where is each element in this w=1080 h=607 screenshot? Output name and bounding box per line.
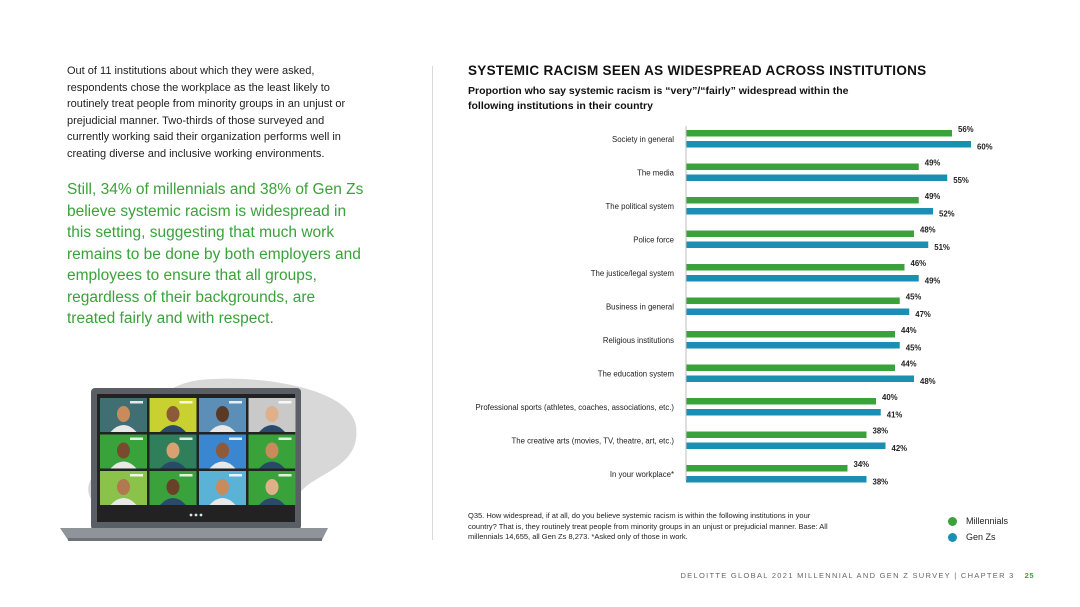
legend-label-millennials: Millennials bbox=[966, 516, 1009, 526]
bar-gen-zs bbox=[686, 308, 910, 315]
data-label: 44% bbox=[901, 360, 917, 369]
laptop-base bbox=[60, 528, 328, 540]
chart-footnote: Q35. How widespread, if at all, do you b… bbox=[468, 511, 828, 541]
data-label: 51% bbox=[934, 243, 950, 252]
video-tile bbox=[199, 471, 246, 505]
video-tile bbox=[149, 434, 197, 469]
bar-millennials bbox=[686, 465, 848, 472]
bar-gen-zs bbox=[686, 174, 948, 181]
video-tile bbox=[248, 471, 296, 505]
video-tiles bbox=[100, 398, 296, 505]
chart-subtitle: Proportion who say systemic racism is “v… bbox=[468, 85, 849, 112]
camera-dot bbox=[189, 513, 193, 517]
category-label: Business in general bbox=[606, 302, 674, 311]
laptop-video-call-icon bbox=[60, 378, 360, 548]
data-label: 41% bbox=[887, 411, 903, 420]
bar-gen-zs bbox=[686, 476, 867, 483]
legend-item-millennials: Millennials bbox=[948, 513, 1008, 529]
data-label: 55% bbox=[953, 176, 969, 185]
category-label: Religious institutions bbox=[603, 336, 674, 345]
bar-millennials bbox=[686, 264, 905, 271]
bar-gen-zs bbox=[686, 208, 933, 215]
video-tile bbox=[248, 434, 296, 469]
category-label: Professional sports (athletes, coaches, … bbox=[476, 403, 675, 412]
page-footer: DELOITTE GLOBAL 2021 MILLENNIAL AND GEN … bbox=[680, 571, 1034, 580]
data-label: 44% bbox=[901, 326, 917, 335]
category-label: The justice/legal system bbox=[591, 269, 674, 278]
data-label: 49% bbox=[925, 277, 941, 286]
video-tile bbox=[100, 471, 147, 505]
data-label: 34% bbox=[854, 460, 870, 469]
bar-gen-zs bbox=[686, 442, 886, 449]
category-label: Society in general bbox=[612, 135, 674, 144]
bar-gen-zs bbox=[686, 375, 914, 382]
video-tile bbox=[100, 398, 147, 432]
category-label: The media bbox=[637, 168, 675, 177]
data-label: 48% bbox=[920, 226, 936, 235]
bar-gen-zs bbox=[686, 275, 919, 282]
camera-dot bbox=[199, 513, 203, 517]
intro-paragraph: Out of 11 institutions about which they … bbox=[67, 65, 346, 160]
video-tile bbox=[199, 434, 246, 469]
category-label: Police force bbox=[633, 235, 674, 244]
category-label: The education system bbox=[598, 369, 674, 378]
bar-millennials bbox=[686, 197, 919, 204]
data-label: 48% bbox=[920, 377, 936, 386]
video-tile bbox=[149, 471, 197, 505]
chart-title: SYSTEMIC RACISM SEEN AS WIDESPREAD ACROS… bbox=[468, 63, 927, 78]
video-tile bbox=[248, 398, 296, 432]
bar-millennials bbox=[686, 297, 900, 304]
data-label: 56% bbox=[958, 125, 974, 134]
camera-dot bbox=[194, 513, 198, 517]
legend-item-genz: Gen Zs bbox=[948, 529, 1008, 545]
data-label: 40% bbox=[882, 393, 898, 402]
highlight-quote: Still, 34% of millennials and 38% of Gen… bbox=[67, 181, 364, 327]
video-tile bbox=[100, 434, 147, 469]
bar-millennials bbox=[686, 230, 914, 237]
legend-swatch-genz bbox=[948, 532, 957, 542]
category-label: The creative arts (movies, TV, theatre, … bbox=[512, 436, 675, 445]
bar-millennials bbox=[686, 163, 919, 170]
bar-gen-zs bbox=[686, 241, 929, 248]
bar-millennials bbox=[686, 331, 895, 338]
bar-gen-zs bbox=[686, 141, 971, 148]
bar-millennials bbox=[686, 431, 867, 438]
data-label: 45% bbox=[906, 344, 922, 353]
data-label: 46% bbox=[911, 259, 927, 268]
category-label: The political system bbox=[606, 202, 674, 211]
legend-label-genz: Gen Zs bbox=[966, 532, 996, 542]
data-label: 49% bbox=[925, 159, 941, 168]
laptop-base-shadow bbox=[68, 538, 322, 541]
footer-text: DELOITTE GLOBAL 2021 MILLENNIAL AND GEN … bbox=[680, 571, 1015, 580]
bar-gen-zs bbox=[686, 342, 900, 349]
category-label: In your workplace* bbox=[610, 470, 674, 479]
bar-millennials bbox=[686, 398, 876, 405]
video-tile bbox=[199, 398, 246, 432]
data-label: 38% bbox=[873, 427, 889, 436]
data-label: 42% bbox=[892, 444, 908, 453]
data-label: 52% bbox=[939, 210, 955, 219]
page-number: 25 bbox=[1024, 571, 1034, 580]
legend-swatch-millennials bbox=[948, 516, 957, 526]
bar-millennials bbox=[686, 364, 895, 371]
data-label: 47% bbox=[915, 310, 931, 319]
video-tile bbox=[149, 398, 197, 432]
bar-gen-zs bbox=[686, 409, 881, 416]
data-label: 60% bbox=[977, 143, 993, 152]
column-divider bbox=[432, 66, 433, 540]
bar-millennials bbox=[686, 130, 952, 137]
chart-legend: Millennials Gen Zs bbox=[948, 513, 1008, 545]
data-label: 49% bbox=[925, 192, 941, 201]
data-label: 38% bbox=[873, 478, 889, 487]
data-label: 45% bbox=[906, 293, 922, 302]
